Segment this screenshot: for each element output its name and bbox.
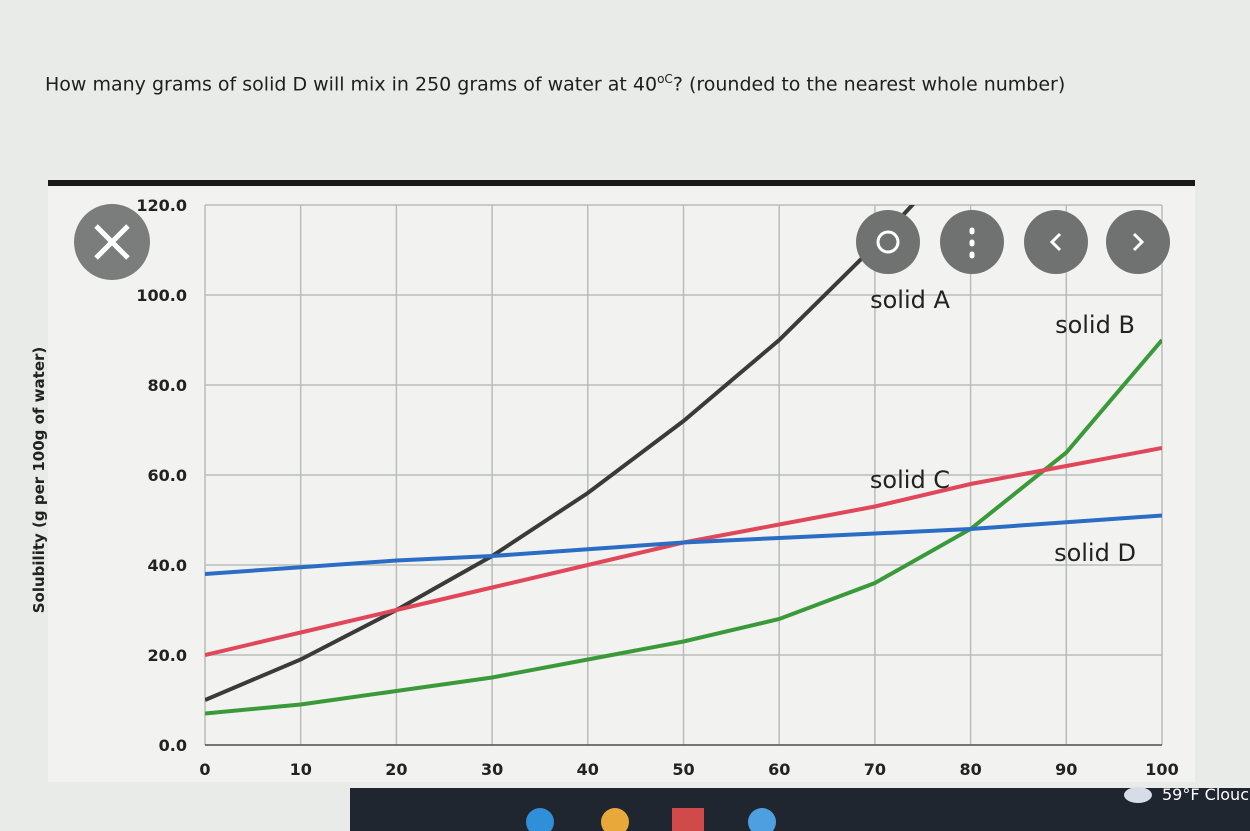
- x-tick-label: 20: [385, 760, 407, 779]
- series-label: solid D: [1054, 539, 1136, 567]
- next-button[interactable]: [1106, 210, 1170, 274]
- series-label: solid A: [870, 286, 950, 314]
- series-line: [205, 513, 1162, 576]
- question-after: ? (rounded to the nearest whole number): [672, 73, 1066, 96]
- x-tick-label: 100: [1145, 760, 1178, 779]
- y-tick-label: 120.0: [136, 196, 187, 215]
- close-icon: [94, 224, 130, 260]
- question: How many grams of solid D will mix in 25…: [45, 72, 1065, 95]
- y-tick-label: 80.0: [148, 376, 187, 395]
- y-tick-label: 40.0: [148, 556, 187, 575]
- x-tick-label: 90: [1055, 760, 1077, 779]
- chart-panel: [48, 182, 1195, 782]
- y-tick-label: 60.0: [148, 466, 187, 485]
- lens-icon: [876, 230, 900, 254]
- taskbar-icon[interactable]: [748, 808, 776, 831]
- weather-text: 59°F Clouc: [1162, 785, 1249, 804]
- weather-icon: [1124, 787, 1152, 803]
- taskbar-icon[interactable]: [526, 808, 554, 831]
- x-tick-label: 10: [290, 760, 312, 779]
- x-tick-label: 50: [672, 760, 694, 779]
- lens-button[interactable]: [856, 210, 920, 274]
- taskbar: [350, 788, 1250, 831]
- prev-icon: [1049, 232, 1062, 252]
- chart-top-border: [48, 180, 1195, 186]
- y-tick-label: 0.0: [159, 736, 187, 755]
- x-tick-label: 0: [199, 760, 210, 779]
- x-tick-label: 60: [768, 760, 790, 779]
- x-tick-label: 40: [577, 760, 599, 779]
- taskbar-icon[interactable]: [601, 808, 629, 831]
- y-tick-label: 20.0: [148, 646, 187, 665]
- prev-button[interactable]: [1024, 210, 1088, 274]
- x-tick-label: 70: [864, 760, 886, 779]
- question-text: How many grams of solid D will mix in 25…: [45, 73, 658, 96]
- x-tick-label: 80: [959, 760, 981, 779]
- taskbar-icon[interactable]: [672, 808, 704, 831]
- series-line: [205, 205, 916, 702]
- series-label: solid B: [1055, 311, 1135, 339]
- question-sup: oC: [657, 72, 673, 86]
- series-label: solid C: [870, 466, 950, 494]
- y-tick-label: 100.0: [136, 286, 187, 305]
- y-axis-label: Solubility (g per 100g of water): [30, 347, 48, 614]
- x-tick-label: 30: [481, 760, 503, 779]
- series-line: [205, 338, 1162, 716]
- next-icon: [1132, 232, 1145, 252]
